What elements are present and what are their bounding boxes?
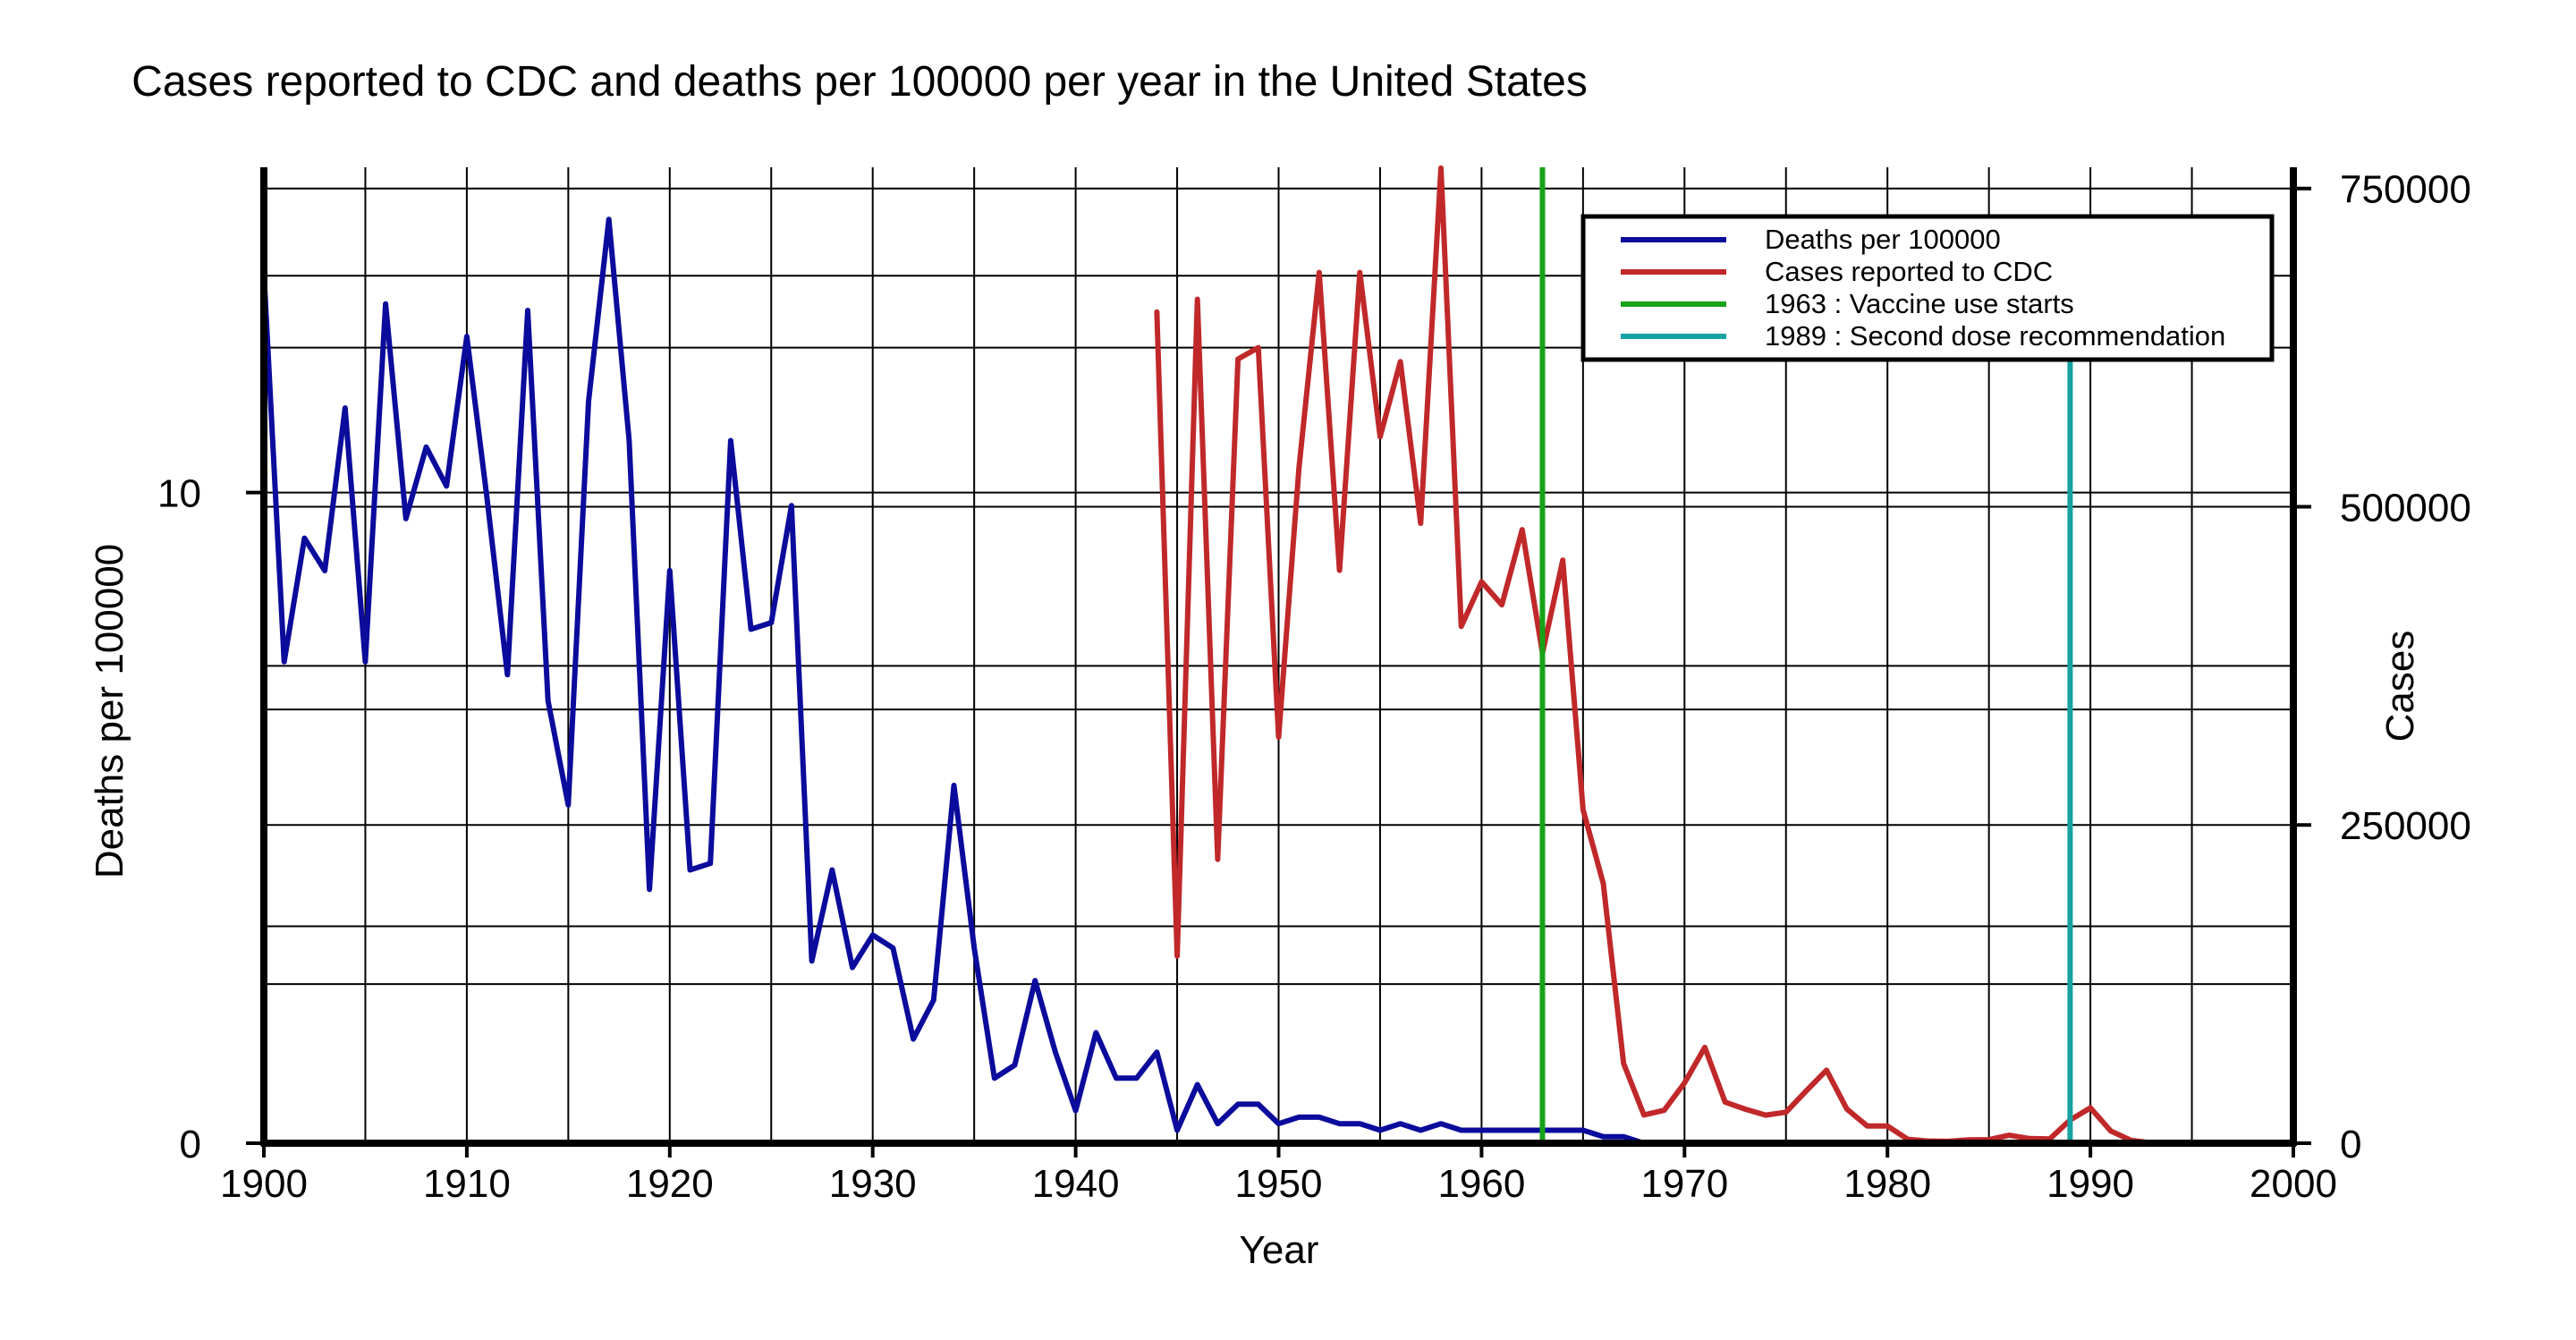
legend-deaths-label: Deaths per 100000: [1765, 224, 2001, 255]
x-tick-label: 1900: [220, 1162, 308, 1206]
y-axis-label-right: Cases: [2378, 631, 2422, 742]
y-right-tick-label: 250000: [2340, 804, 2471, 848]
y-right-tick-label: 0: [2340, 1123, 2361, 1166]
x-tick-label: 1990: [2046, 1162, 2134, 1206]
legend-cases-label: Cases reported to CDC: [1765, 256, 2053, 287]
tick-labels: 1900 1910 1920 1930 1940 1950 1960 1970 1980 1990…: [157, 168, 2471, 1206]
x-tick-label: 1940: [1032, 1162, 1120, 1206]
x-tick-label: 1960: [1437, 1162, 1525, 1206]
x-tick-label: 1910: [423, 1162, 511, 1206]
event-lines: [1539, 167, 2073, 1143]
y-left-tick-label: 0: [180, 1123, 201, 1166]
legend-vaccine-start-label: 1963 : Vaccine use starts: [1765, 288, 2074, 319]
x-tick-label: 1980: [1843, 1162, 1931, 1206]
x-tick-label: 2000: [2250, 1162, 2337, 1206]
x-tick-label: 1950: [1235, 1162, 1323, 1206]
legend-second-dose-label: 1989 : Second dose recommendation: [1765, 320, 2225, 352]
y-right-tick-label: 500000: [2340, 486, 2471, 530]
y-left-tick-label: 10: [157, 472, 201, 516]
y-right-tick-label: 750000: [2340, 168, 2471, 212]
x-tick-label: 1920: [626, 1162, 714, 1206]
x-tick-label: 1970: [1640, 1162, 1728, 1206]
chart-title: Cases reported to CDC and deaths per 100…: [131, 58, 1588, 106]
y-axis-label-left: Deaths per 100000: [88, 544, 131, 878]
x-tick-label: 1930: [829, 1162, 917, 1206]
x-axis-label: Year: [1240, 1228, 1319, 1272]
